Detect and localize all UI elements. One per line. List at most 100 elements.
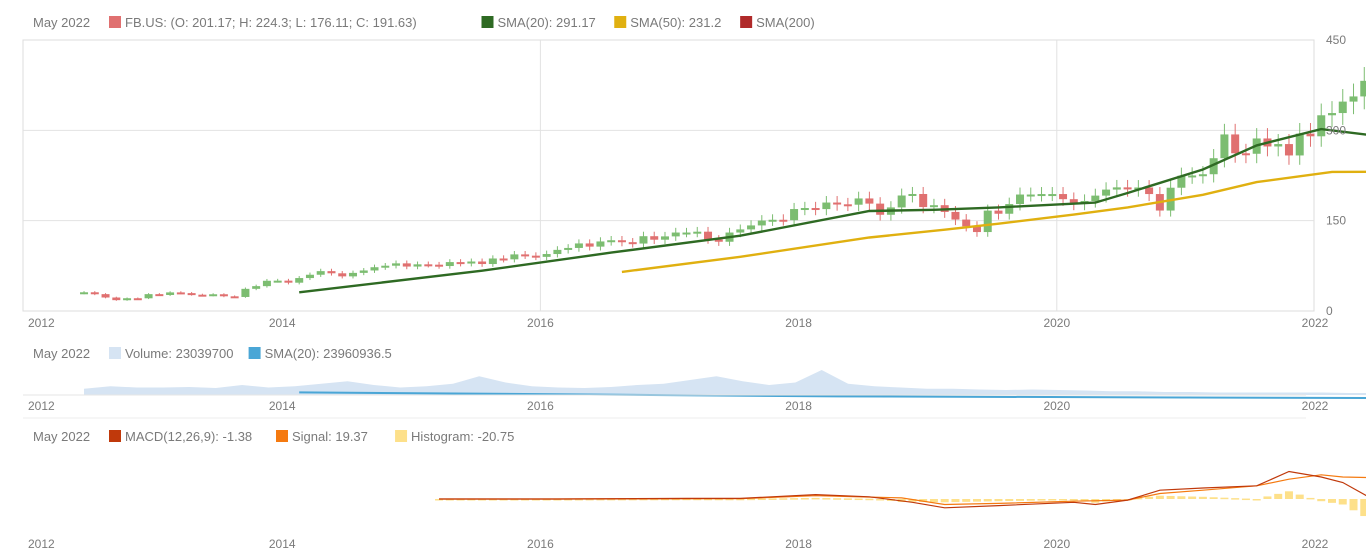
candle-body (262, 280, 271, 287)
candle-body (381, 265, 390, 268)
candle-body (456, 262, 465, 265)
histogram-bar (951, 499, 960, 503)
candle-body (1188, 175, 1197, 178)
candle-body (822, 202, 831, 210)
candle-body (90, 292, 99, 295)
candle-body (1048, 194, 1057, 197)
candle-body (155, 294, 164, 297)
histogram-bar (650, 498, 659, 501)
histogram-bar (843, 498, 852, 500)
histogram-bar (1188, 496, 1197, 499)
candle-body (1102, 189, 1111, 196)
histogram-bar (435, 499, 444, 501)
histogram-bar (596, 498, 605, 501)
histogram-bar (499, 499, 508, 501)
histogram-bar (1155, 495, 1164, 499)
histogram-bar (660, 498, 669, 501)
candle-body (402, 263, 411, 267)
candle-body (1349, 96, 1358, 102)
candle-body (435, 264, 444, 267)
candle-body (252, 286, 261, 289)
histogram-bar (1059, 499, 1068, 501)
candle-body (919, 193, 928, 208)
candle-body (133, 298, 142, 301)
candle-body (951, 211, 960, 220)
histogram-bar (639, 498, 648, 501)
histogram-bar (1080, 499, 1089, 502)
histogram-bar (1274, 493, 1283, 499)
histogram-bar (747, 498, 756, 501)
candle-body (112, 297, 121, 301)
price-y-tick-label: 0 (1326, 304, 1333, 318)
candle-body (1317, 115, 1326, 137)
x-tick-label: 2012 (28, 399, 55, 413)
histogram-bar (488, 499, 497, 501)
candle-body (488, 258, 497, 265)
candle-body (241, 288, 250, 297)
volume-panel: 2012 2014 2016 2018 2020 2022 May 2022 Volume:… (23, 346, 1366, 413)
histogram-bar (456, 499, 465, 501)
candle-body (650, 236, 659, 240)
histogram-bar (445, 499, 454, 501)
candle-body (607, 240, 616, 243)
candle-body (295, 278, 304, 283)
histogram-bar (1349, 499, 1358, 511)
volume-legend: May 2022 Volume: 23039700 SMA(20): 2396093… (33, 346, 392, 361)
macd-legend: May 2022 MACD(12,26,9): -1.38 Signal: 19.3… (33, 429, 514, 444)
candle-body (284, 280, 293, 283)
candle-body (531, 255, 540, 258)
histogram-bar (768, 498, 777, 500)
histogram-bar (1317, 499, 1326, 502)
histogram-bar (1005, 499, 1014, 502)
candle-body (445, 262, 454, 267)
candle-body (671, 232, 680, 237)
price-y-axis: 0 150 300 450 (1326, 33, 1346, 318)
histogram-bar (962, 499, 971, 502)
candle-body (478, 261, 487, 265)
candle-body (1274, 144, 1283, 147)
histogram-bar (704, 498, 713, 501)
histogram-bar (628, 498, 637, 501)
histogram-bar (1134, 497, 1143, 500)
histogram-bar (757, 498, 766, 501)
histogram-bar (1145, 496, 1154, 499)
candle-body (230, 296, 239, 299)
candle-body (865, 198, 874, 204)
sma20-line (299, 127, 1366, 294)
candle-body (1091, 195, 1100, 201)
legend-swatch (109, 16, 121, 28)
legend-swatch (740, 16, 753, 28)
candle-body (983, 210, 992, 233)
legend-item-label: MACD(12,26,9): -1.38 (125, 429, 252, 444)
legend-swatch (109, 430, 121, 442)
macd-line (439, 470, 1366, 509)
price-gridlines (23, 40, 1314, 311)
histogram-bar (1069, 499, 1078, 501)
histogram-bar (585, 498, 594, 501)
candle-body (1360, 80, 1366, 97)
candle-body (316, 271, 325, 275)
legend-item-label: Signal: 19.37 (292, 429, 368, 444)
candle-body (1005, 204, 1014, 214)
candle-body (876, 203, 885, 215)
x-tick-label: 2018 (785, 399, 812, 413)
candle-body (1123, 187, 1132, 190)
histogram-bar (531, 499, 540, 501)
price-x-axis: 2012 2014 2016 2018 2020 2022 (28, 316, 1329, 330)
histogram-bar (1306, 497, 1315, 500)
price-plot-frame (22, 39, 1315, 312)
candle-body (1198, 174, 1207, 177)
candle-body (510, 254, 519, 260)
histogram-bar (908, 499, 917, 502)
candle-body (1209, 158, 1218, 175)
legend-item-label: Histogram: -20.75 (411, 429, 514, 444)
histogram-bar (1252, 499, 1261, 501)
histogram-bar (994, 499, 1003, 502)
histogram-bar (736, 498, 745, 501)
histogram-bar (940, 499, 949, 503)
histogram-bar (1026, 499, 1035, 501)
candle-body (219, 294, 228, 297)
histogram-bar (1360, 499, 1366, 517)
legend-item-label: Volume: 23039700 (125, 346, 233, 361)
histogram-bar (1048, 499, 1057, 501)
